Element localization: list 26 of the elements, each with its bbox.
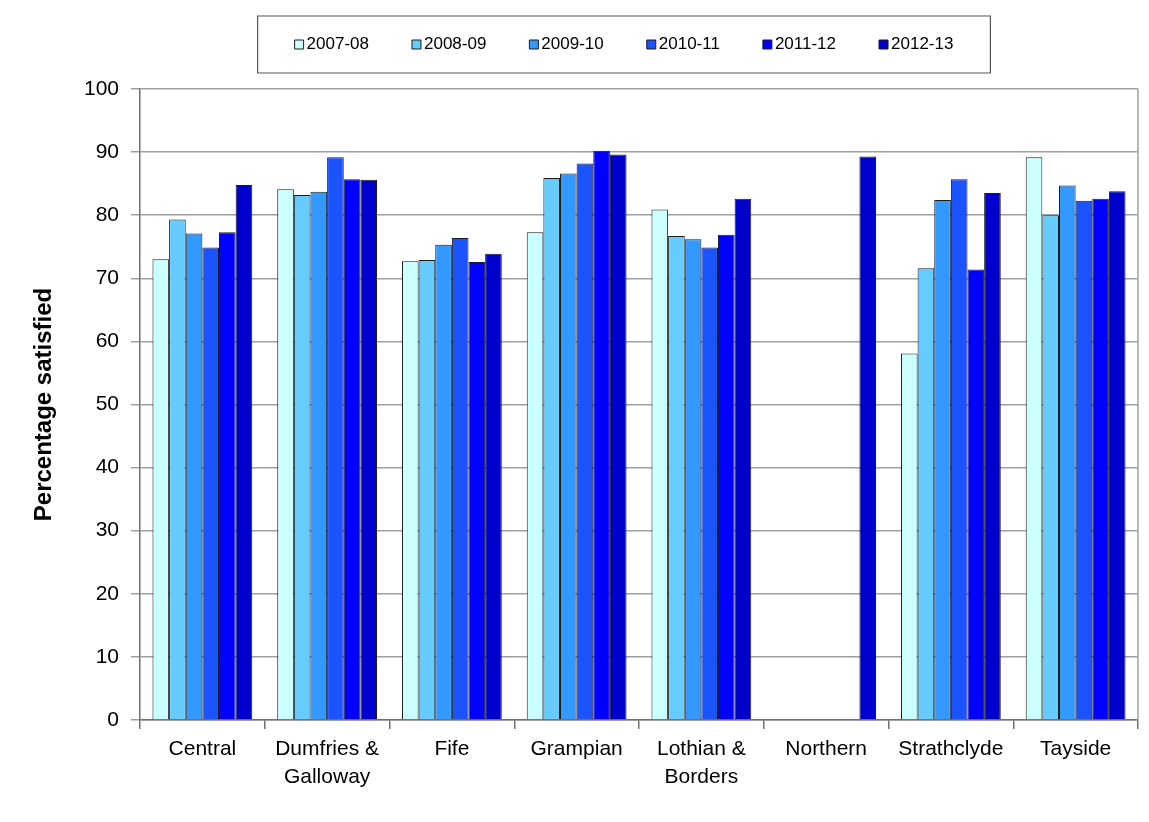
- legend-label: 2007-08: [306, 34, 369, 54]
- y-tick-label: 10: [95, 643, 119, 667]
- legend-label: 2012-13: [891, 34, 954, 54]
- y-tick-label: 40: [95, 454, 119, 478]
- x-tick-label: Central: [168, 735, 237, 759]
- legend-label: 2008-09: [423, 34, 487, 54]
- y-tick-label: 90: [95, 138, 119, 162]
- y-tick-label: 60: [95, 328, 119, 352]
- legend-label: 2009-10: [541, 34, 604, 54]
- x-tick-label: Fife: [434, 735, 470, 759]
- y-tick-label: 70: [95, 265, 119, 289]
- y-tick-label: 50: [95, 391, 119, 415]
- y-tick-label: 30: [95, 517, 119, 541]
- x-tick-label: Strathclyde: [898, 735, 1004, 759]
- y-tick-label: 0: [107, 706, 119, 730]
- x-tick-label: Grampian: [530, 735, 623, 759]
- y-axis-title: Percentage satisfied: [29, 287, 57, 522]
- x-tick-label: Dumfries & Galloway: [275, 735, 380, 788]
- x-tick-label: Lothian & Borders: [657, 735, 746, 788]
- y-tick-label: 100: [83, 75, 119, 99]
- legend-label: 2010-11: [658, 34, 720, 54]
- x-tick-label: Northern: [785, 735, 867, 759]
- x-tick-label: Tayside: [1040, 735, 1112, 759]
- legend-label: 2011-12: [774, 34, 837, 54]
- y-tick-label: 20: [95, 580, 119, 604]
- y-tick-label: 80: [95, 202, 119, 225]
